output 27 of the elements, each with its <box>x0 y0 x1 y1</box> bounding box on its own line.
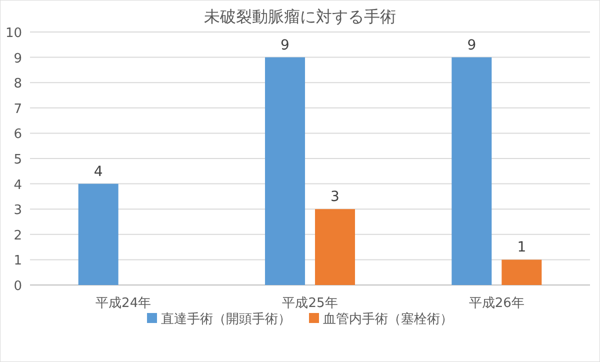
bar <box>78 184 118 285</box>
y-tick-label: 7 <box>14 102 22 117</box>
data-label: 9 <box>280 37 290 54</box>
y-tick-label: 5 <box>14 152 22 168</box>
y-tick-label: 6 <box>14 127 22 142</box>
bar <box>452 57 492 285</box>
legend-label: 血管内手術（塞栓術） <box>323 311 453 327</box>
data-label: 3 <box>330 189 340 206</box>
y-tick-label: 2 <box>14 228 22 244</box>
y-tick-label: 9 <box>14 51 22 66</box>
bar <box>315 209 355 285</box>
y-tick-label: 1 <box>14 254 22 269</box>
data-label: 9 <box>467 37 476 54</box>
bar <box>265 57 305 285</box>
data-label: 1 <box>517 240 526 256</box>
data-label: 4 <box>94 164 103 180</box>
y-tick-label: 3 <box>14 203 22 218</box>
legend-label: 直達手術（開頭手術） <box>161 312 291 327</box>
x-tick-label: 平成26年 <box>468 296 524 311</box>
y-tick-label: 8 <box>14 76 22 92</box>
x-tick-label: 平成24年 <box>96 296 152 311</box>
bar <box>502 260 542 285</box>
x-tick-label: 平成25年 <box>282 296 338 311</box>
y-tick-label: 10 <box>5 26 22 41</box>
chart-title: 未破裂動脈瘤に対する手術 <box>204 7 396 26</box>
y-tick-label: 4 <box>14 178 22 193</box>
y-tick-label: 0 <box>14 279 22 294</box>
